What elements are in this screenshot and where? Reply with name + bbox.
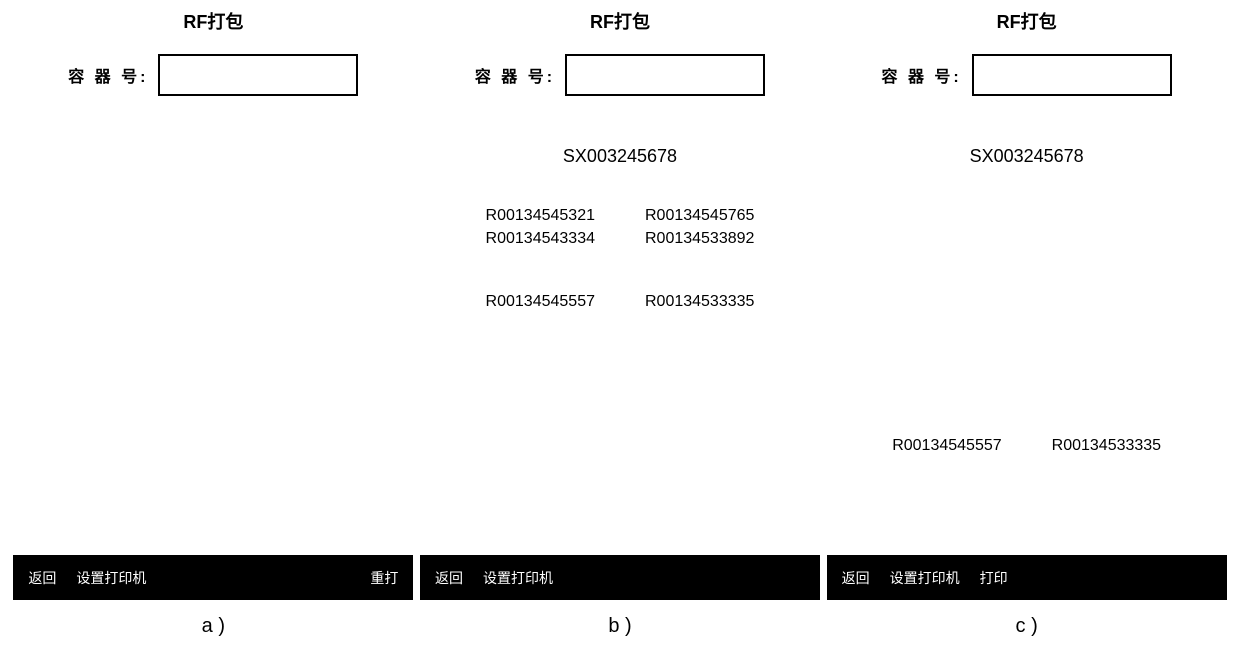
panel-a: RF打包 容 器 号: 返回 设置打印机 重打 xyxy=(13,0,413,600)
container-input-a[interactable] xyxy=(158,54,358,96)
code-item: R00134533335 xyxy=(645,293,754,311)
panel-c: RF打包 容 器 号: SX003245678 R00134545557 R00… xyxy=(827,0,1227,600)
set-printer-button-a[interactable]: 设置打印机 xyxy=(76,568,146,588)
back-button-a[interactable]: 返回 xyxy=(28,568,56,588)
title-b: RF打包 xyxy=(420,8,820,34)
input-row-b: 容 器 号: xyxy=(420,54,820,96)
input-row-c: 容 器 号: xyxy=(827,54,1227,96)
main-code-c: SX003245678 xyxy=(827,146,1227,167)
set-printer-button-b[interactable]: 设置打印机 xyxy=(483,568,553,588)
panel-a-wrap: RF打包 容 器 号: 返回 设置打印机 重打 a ) xyxy=(13,0,413,662)
code-col-left-b: R00134545321 R00134543334 xyxy=(486,207,595,248)
main-code-b: SX003245678 xyxy=(420,146,820,167)
caption-b: b ) xyxy=(608,615,631,638)
reprint-button-a[interactable]: 重打 xyxy=(370,568,398,588)
back-button-c[interactable]: 返回 xyxy=(842,568,870,588)
bottom-bar-a: 返回 设置打印机 重打 xyxy=(13,555,413,600)
container-input-b[interactable] xyxy=(565,54,765,96)
caption-a: a ) xyxy=(202,615,225,638)
title-c: RF打包 xyxy=(827,8,1227,34)
panel-c-wrap: RF打包 容 器 号: SX003245678 R00134545557 R00… xyxy=(827,0,1227,662)
panel-b-wrap: RF打包 容 器 号: SX003245678 R00134545321 R00… xyxy=(420,0,820,662)
code-grid-b-top: R00134545321 R00134543334 R00134545765 R… xyxy=(420,207,820,248)
code-item: R00134545321 xyxy=(486,207,595,225)
bottom-bar-c: 返回 设置打印机 打印 xyxy=(827,555,1227,600)
code-row-b-bottom: R00134545557 R00134533335 xyxy=(420,293,820,311)
input-label-b: 容 器 号: xyxy=(475,63,555,87)
caption-c: c ) xyxy=(1016,615,1038,638)
code-item: R00134543334 xyxy=(486,230,595,248)
input-row-a: 容 器 号: xyxy=(13,54,413,96)
code-col-right-b: R00134545765 R00134533892 xyxy=(645,207,754,248)
code-item: R00134533892 xyxy=(645,230,754,248)
code-item: R00134545765 xyxy=(645,207,754,225)
spacer-c xyxy=(827,475,1227,555)
code-item: R00134545557 xyxy=(486,293,595,311)
back-button-b[interactable]: 返回 xyxy=(435,568,463,588)
input-label-c: 容 器 号: xyxy=(882,63,962,87)
set-printer-button-c[interactable]: 设置打印机 xyxy=(890,568,960,588)
print-button-c[interactable]: 打印 xyxy=(980,568,1008,588)
input-label-a: 容 器 号: xyxy=(68,63,148,87)
code-item: R00134545557 xyxy=(892,437,1001,455)
panel-b: RF打包 容 器 号: SX003245678 R00134545321 R00… xyxy=(420,0,820,600)
code-item: R00134533335 xyxy=(1052,437,1161,455)
spacer-a xyxy=(13,146,413,555)
title-a: RF打包 xyxy=(13,8,413,34)
spacer-b xyxy=(420,331,820,555)
code-row-c-bottom: R00134545557 R00134533335 xyxy=(827,437,1227,455)
empty-area-c xyxy=(827,207,1227,437)
container-input-c[interactable] xyxy=(972,54,1172,96)
bottom-bar-b: 返回 设置打印机 xyxy=(420,555,820,600)
